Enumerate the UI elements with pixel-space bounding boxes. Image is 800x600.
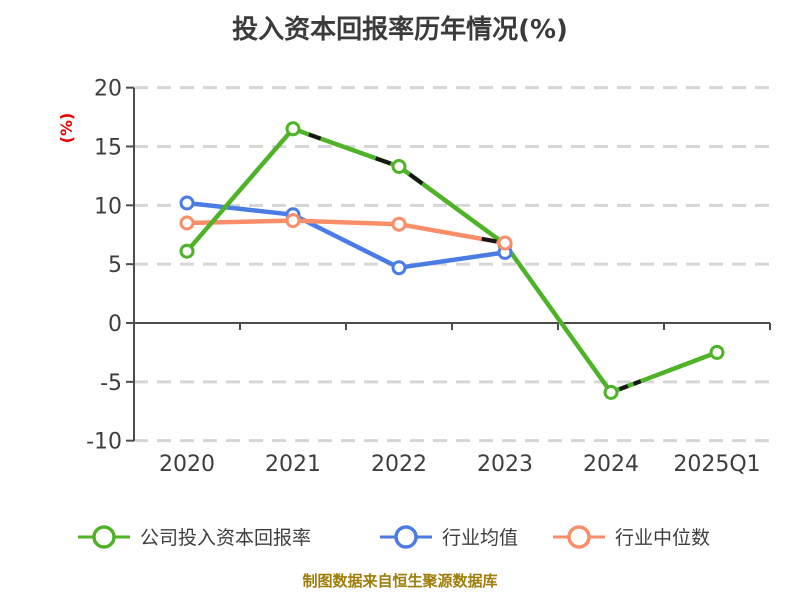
data-point-s0-2024 [603, 384, 619, 400]
y-tick-label: 10 [94, 194, 122, 219]
series-line-0 [184, 126, 720, 395]
x-category-label: 2020 [159, 452, 215, 477]
data-point-s2-2023 [497, 235, 513, 251]
dash-decorations [308, 132, 642, 392]
data-point-s0-2025Q1 [709, 344, 725, 360]
legend-label: 公司投入资本回报率 [140, 527, 311, 549]
x-category-label: 2023 [477, 452, 533, 477]
data-point-s2-2022 [391, 216, 407, 232]
legend-marker-icon [567, 525, 591, 549]
data-point-s0-2020 [179, 243, 195, 259]
legend: 公司投入资本回报率 行业均值 行业中位数 [78, 525, 710, 549]
data-point-s1-2020 [179, 195, 195, 211]
series-lines [184, 126, 720, 395]
data-points [179, 121, 725, 400]
x-category-label: 2022 [371, 452, 427, 477]
legend-label: 行业中位数 [615, 527, 710, 549]
series-line-1 [184, 200, 508, 270]
gridlines [134, 86, 770, 443]
series-line-2 [184, 218, 508, 246]
y-tick-label: 15 [94, 136, 122, 161]
x-category-label: 2021 [265, 452, 321, 477]
axis-labels: 20 15 10 5 0 -5 -10 2020 2021 2022 2023 2024 2025Q1 [86, 77, 761, 477]
data-point-s1-2022 [391, 260, 407, 276]
x-category-label: 2025Q1 [673, 452, 760, 477]
y-tick-label: 5 [108, 253, 122, 278]
chart-title: 投入资本回报率历年情况(%) [232, 14, 568, 45]
y-axis-unit-label: (%) [57, 113, 76, 144]
x-category-label: 2024 [583, 452, 639, 477]
axes [126, 86, 771, 442]
y-tick-label: 20 [94, 77, 122, 102]
legend-marker-icon [394, 525, 418, 549]
dash-decoration [481, 236, 497, 244]
legend-item-company-roic: 公司投入资本回报率 [78, 525, 311, 549]
data-point-s0-2021 [285, 121, 301, 137]
legend-item-industry-median: 行业中位数 [553, 525, 710, 549]
data-source-note: 制图数据来自恒生聚源数据库 [302, 572, 497, 590]
data-point-s0-2022 [391, 159, 407, 174]
y-tick-label: -10 [86, 430, 122, 455]
dash-decoration [408, 172, 424, 186]
data-point-s2-2020 [179, 215, 195, 231]
dash-decoration [618, 379, 642, 392]
dash-decoration [375, 156, 392, 166]
y-tick-label: -5 [100, 371, 122, 396]
data-point-s2-2021 [285, 213, 301, 229]
dash-decoration [308, 132, 322, 141]
legend-item-industry-mean: 行业均值 [380, 525, 518, 549]
legend-marker-icon [92, 525, 116, 549]
legend-label: 行业均值 [442, 527, 518, 549]
y-tick-label: 0 [108, 312, 122, 337]
